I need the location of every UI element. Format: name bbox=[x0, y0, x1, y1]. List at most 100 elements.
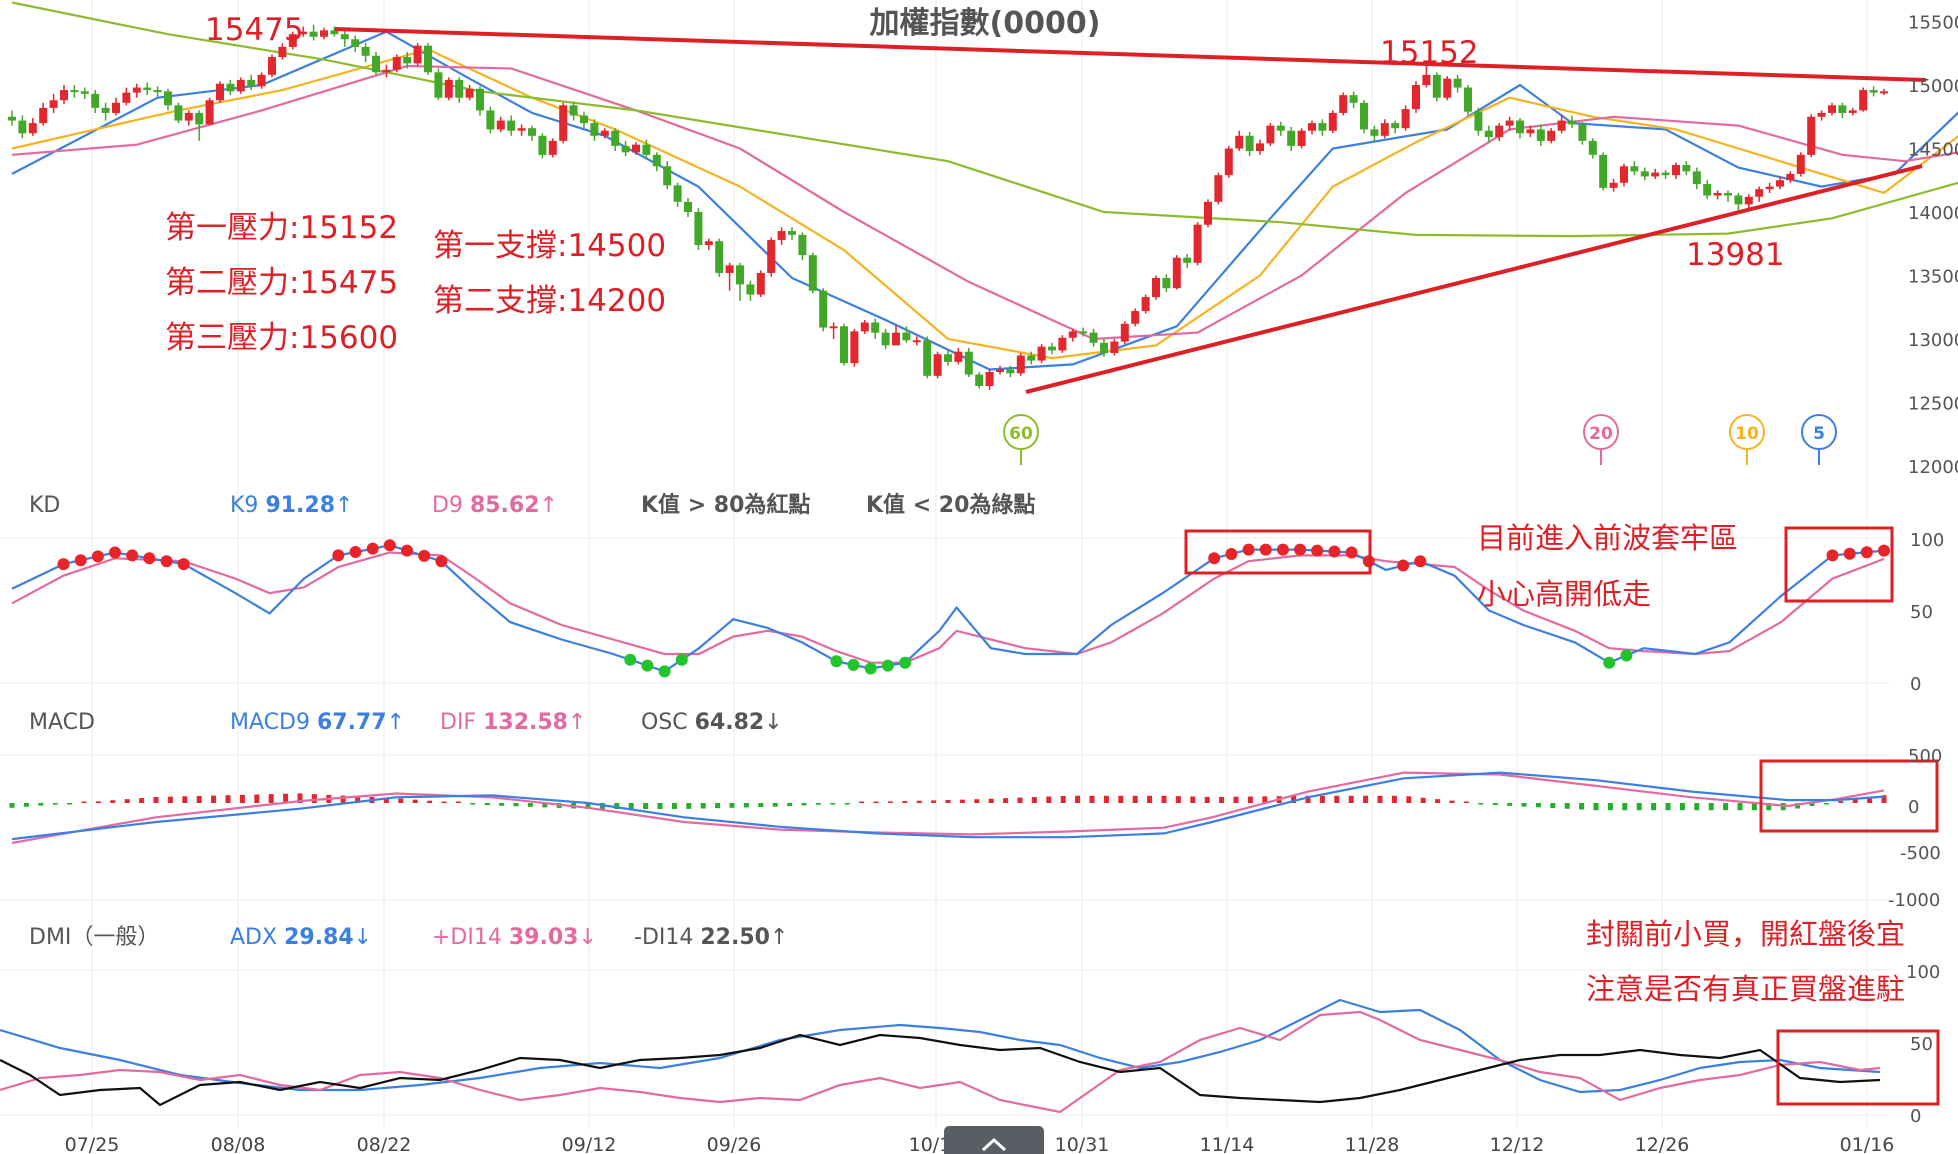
macd-osc-bar bbox=[1046, 796, 1052, 803]
macd-osc-bar bbox=[931, 800, 937, 803]
candle bbox=[372, 51, 380, 75]
macd-osc-bar bbox=[988, 798, 994, 803]
kd-signal-dot bbox=[675, 653, 688, 666]
macd-osc-bar bbox=[1535, 803, 1541, 808]
candle bbox=[985, 369, 994, 390]
candle bbox=[1765, 182, 1774, 193]
candle bbox=[1713, 190, 1722, 200]
candle bbox=[1068, 328, 1077, 342]
candle bbox=[1620, 163, 1628, 187]
collapse-toggle-button[interactable] bbox=[944, 1126, 1044, 1154]
dmi-highlight-box bbox=[1776, 1029, 1940, 1106]
macd-label: MACD bbox=[29, 710, 95, 735]
kd-note-2: 小心高開低走 bbox=[1477, 577, 1651, 611]
macd-osc-bar bbox=[110, 800, 116, 803]
macd-osc-bar bbox=[297, 793, 303, 803]
kd-signal-dot bbox=[624, 653, 637, 666]
candle bbox=[1661, 170, 1670, 179]
candle bbox=[101, 102, 110, 121]
kd-signal-dot bbox=[830, 655, 843, 668]
candlesticks bbox=[8, 24, 1888, 390]
candle bbox=[205, 97, 214, 126]
candle bbox=[1235, 130, 1244, 152]
macd-osc-bar bbox=[1060, 795, 1066, 803]
macd-osc-bar bbox=[1262, 796, 1268, 803]
candle bbox=[361, 43, 370, 63]
kd-signal-dot bbox=[160, 555, 173, 568]
macd-osc-bar bbox=[542, 803, 548, 808]
dmi-adx: ADX 29.84↓ bbox=[230, 925, 372, 950]
candle bbox=[600, 128, 609, 139]
resistance-1: 第一壓力:15152 bbox=[165, 210, 398, 246]
x-tick-label: 10/31 bbox=[1055, 1134, 1110, 1154]
ma-badge-5: 5 bbox=[1801, 414, 1837, 465]
macd-osc-bar bbox=[844, 803, 850, 805]
macd-osc-bar bbox=[1795, 803, 1801, 809]
macd-osc-bar bbox=[945, 800, 951, 803]
macd-osc-bar bbox=[1103, 795, 1109, 803]
macd-osc-bar bbox=[1291, 795, 1297, 803]
macd-osc-bar bbox=[1391, 795, 1397, 803]
candle bbox=[788, 227, 796, 240]
candle bbox=[1599, 152, 1608, 191]
kd-signal-dot bbox=[1843, 547, 1856, 560]
macd-highlight-box bbox=[1759, 759, 1939, 833]
candle bbox=[746, 280, 755, 301]
candle bbox=[496, 116, 505, 132]
candle bbox=[1058, 335, 1067, 353]
kd-label: KD bbox=[29, 493, 60, 518]
candle bbox=[1588, 138, 1597, 159]
candle bbox=[756, 270, 765, 298]
candle bbox=[933, 351, 942, 379]
candle bbox=[434, 68, 443, 101]
candle bbox=[1048, 342, 1056, 355]
macd-osc-bar bbox=[1823, 803, 1829, 805]
kd-signal-dot bbox=[1414, 555, 1427, 568]
candle bbox=[216, 81, 224, 103]
macd-osc-bar bbox=[1751, 803, 1757, 811]
candle bbox=[1786, 171, 1795, 183]
kd-highlight-box-1 bbox=[1184, 529, 1372, 575]
dmi-panel: DMI（一般） ADX 29.84↓ +DI14 39.03↓ -DI14 22… bbox=[0, 917, 1940, 1127]
dmi-note-2: 注意是否有真正買盤進駐 bbox=[1586, 972, 1905, 1006]
candle bbox=[70, 85, 79, 98]
x-tick-label: 11/14 bbox=[1200, 1134, 1255, 1154]
macd-osc-bar bbox=[470, 803, 476, 805]
svg-text:60: 60 bbox=[1009, 424, 1033, 444]
candle bbox=[1484, 125, 1493, 143]
macd-lines bbox=[11, 771, 1885, 844]
candle bbox=[1245, 131, 1254, 157]
kd-signal-dot bbox=[418, 549, 431, 562]
candle bbox=[684, 198, 692, 218]
price-ytick-14000: 14000 bbox=[1908, 203, 1958, 224]
kd-signal-dot bbox=[1242, 543, 1255, 556]
macd-osc-bar bbox=[1305, 795, 1311, 803]
candle bbox=[49, 93, 58, 113]
macd-osc-bar bbox=[23, 803, 29, 807]
macd-osc-bar bbox=[959, 799, 965, 803]
macd-osc-bar bbox=[9, 803, 15, 808]
candle bbox=[1193, 222, 1202, 266]
candle bbox=[299, 26, 308, 37]
candle bbox=[871, 318, 880, 339]
svg-text:20: 20 bbox=[1589, 424, 1613, 444]
kd-signal-dot bbox=[177, 558, 190, 571]
candle bbox=[1318, 119, 1327, 136]
price-ytick-12000: 12000 bbox=[1908, 457, 1958, 478]
macd-osc-bar bbox=[1636, 803, 1642, 811]
candle bbox=[1100, 339, 1108, 357]
candle bbox=[850, 328, 859, 367]
macd-osc-bar bbox=[1780, 803, 1786, 811]
macd-osc-bar bbox=[383, 797, 389, 803]
macd-osc-bar bbox=[859, 801, 865, 803]
macd-osc-bar bbox=[671, 803, 677, 809]
price-panel: 加權指數(0000) 15475 15152 13981 第一壓力:15152 … bbox=[8, 1, 1958, 478]
macd-osc-bar bbox=[1708, 803, 1714, 811]
macd-osc-bar bbox=[139, 798, 145, 803]
candle bbox=[642, 139, 651, 159]
macd-osc-bar bbox=[657, 803, 663, 809]
macd-osc-bar bbox=[1679, 803, 1685, 811]
candle bbox=[132, 83, 141, 98]
dmi-plus-di-line bbox=[0, 1010, 1881, 1114]
kd-signal-dot bbox=[1294, 543, 1307, 556]
